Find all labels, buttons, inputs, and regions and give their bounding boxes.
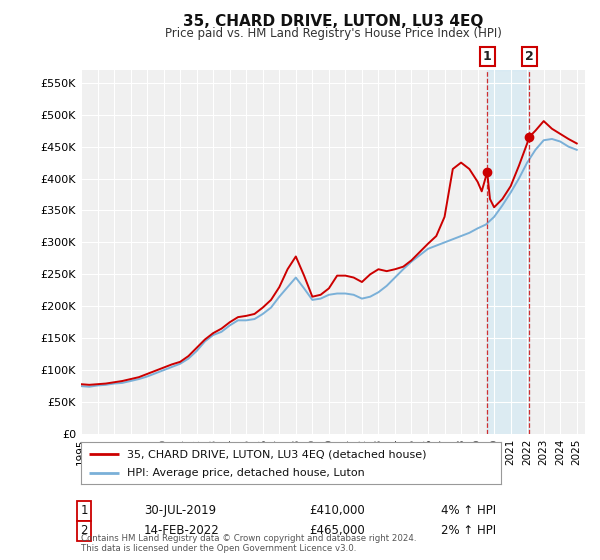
Text: 35, CHARD DRIVE, LUTON, LU3 4EQ: 35, CHARD DRIVE, LUTON, LU3 4EQ	[183, 14, 483, 29]
Text: 2: 2	[80, 524, 88, 538]
Text: Price paid vs. HM Land Registry's House Price Index (HPI): Price paid vs. HM Land Registry's House …	[164, 27, 502, 40]
Text: 14-FEB-2022: 14-FEB-2022	[144, 524, 220, 538]
Text: 4% ↑ HPI: 4% ↑ HPI	[441, 504, 496, 517]
Text: £410,000: £410,000	[309, 504, 365, 517]
Text: HPI: Average price, detached house, Luton: HPI: Average price, detached house, Luto…	[127, 468, 365, 478]
Text: Contains HM Land Registry data © Crown copyright and database right 2024.
This d: Contains HM Land Registry data © Crown c…	[81, 534, 416, 553]
Text: 1: 1	[483, 50, 491, 63]
Text: 2% ↑ HPI: 2% ↑ HPI	[441, 524, 496, 538]
Text: 1: 1	[80, 504, 88, 517]
Text: 35, CHARD DRIVE, LUTON, LU3 4EQ (detached house): 35, CHARD DRIVE, LUTON, LU3 4EQ (detache…	[127, 449, 427, 459]
Text: 30-JUL-2019: 30-JUL-2019	[144, 504, 216, 517]
Bar	[487, 70, 529, 434]
Text: £465,000: £465,000	[309, 524, 365, 538]
Text: 2: 2	[525, 50, 533, 63]
